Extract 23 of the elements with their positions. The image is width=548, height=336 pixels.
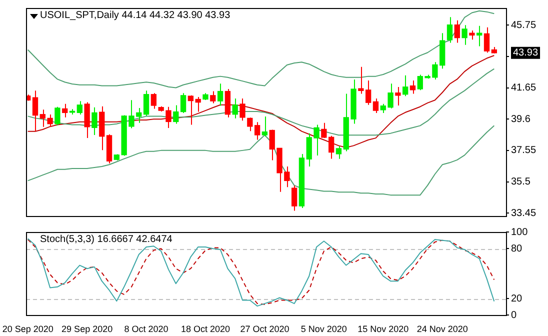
y-tick-label: 33.45	[511, 208, 536, 219]
chart-title: Stoch(5,3,3) 16.6667 42.6474	[40, 234, 172, 245]
candlestick	[240, 98, 246, 122]
y-tick-label: 20	[511, 293, 523, 304]
chart-title: USOIL_SPT,Daily 44.14 44.32 43.90 43.93	[40, 10, 230, 21]
x-tick-label: 18 Oct 2020	[180, 324, 230, 334]
x-tick-label: 24 Nov 2020	[416, 324, 468, 334]
x-tick-label: 8 Oct 2020	[124, 324, 168, 334]
y-tick-label: 80	[511, 243, 523, 254]
y-tick-label: 0	[511, 310, 517, 321]
x-tick-label: 27 Oct 2020	[240, 324, 290, 334]
y-tick-label: 41.65	[511, 82, 536, 94]
x-tick-label: 5 Nov 2020	[300, 324, 347, 334]
x-tick-label: 29 Sep 2020	[62, 324, 113, 334]
y-tick-label: 39.6	[511, 114, 531, 125]
x-tick-label: 15 Nov 2020	[358, 324, 409, 334]
y-tick-label: 37.55	[511, 145, 536, 156]
y-tick-label: 35.5	[511, 176, 531, 188]
y-tick-label: 45.75	[511, 20, 536, 31]
y-tick-label: 100	[511, 226, 528, 238]
x-tick-label: 20 Sep 2020	[2, 324, 54, 334]
text: 43.93	[513, 48, 538, 59]
candlestick	[469, 30, 475, 40]
